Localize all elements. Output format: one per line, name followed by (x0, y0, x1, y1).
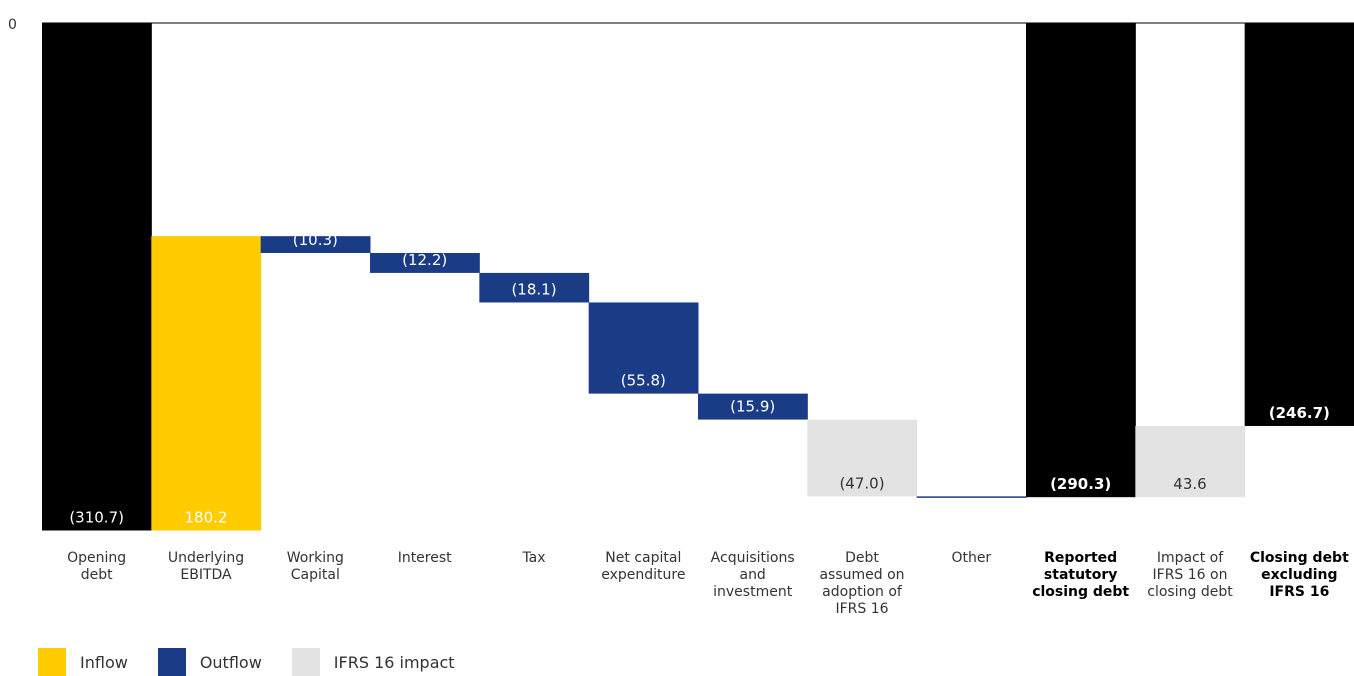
category-label: Opening (67, 550, 126, 566)
category-label: Tax (521, 550, 545, 566)
bar-4 (479, 272, 590, 303)
category-label: assumed on (819, 567, 904, 583)
bar-10 (1135, 425, 1246, 498)
category-label: IFRS 16 on (1153, 567, 1228, 583)
y-tick-label: 0 (8, 17, 17, 33)
bar-6 (698, 393, 808, 420)
category-label: adoption of (822, 584, 903, 600)
bar-9 (1026, 23, 1136, 498)
category-label: Capital (291, 567, 340, 583)
category-label: IFRS 16 (835, 601, 888, 617)
category-label: expenditure (601, 567, 685, 583)
category-label: Closing debt (1250, 550, 1349, 566)
bar-value-label-3: (12.2) (402, 251, 447, 269)
category-label: Underlying (168, 550, 244, 566)
bar-5 (588, 302, 699, 394)
category-label: Interest (398, 550, 452, 566)
legend-swatch-ifrs (291, 648, 320, 676)
bar-1 (151, 236, 262, 531)
bar-value-label-10: 43.6 (1173, 475, 1206, 493)
category-label: Other (951, 550, 991, 566)
bar-0 (42, 23, 152, 531)
bar-8 (916, 496, 1027, 498)
chart-legend: Inflow Outflow IFRS 16 impact (38, 648, 485, 676)
bar-value-label-1: 180.2 (185, 508, 228, 526)
category-label: IFRS 16 (1269, 584, 1329, 600)
category-label: Debt (845, 550, 879, 566)
category-label: statutory (1044, 567, 1117, 583)
legend-label-inflow: Inflow (80, 652, 128, 672)
bar-value-label-4: (18.1) (511, 280, 556, 298)
category-label: closing debt (1032, 584, 1129, 600)
bar-value-label-2: (10.3) (293, 231, 338, 249)
legend-label-ifrs: IFRS 16 impact (333, 652, 455, 672)
bar-value-label-5: (55.8) (621, 372, 666, 390)
legend-item-outflow: Outflow (157, 648, 262, 676)
waterfall-chart: 0 (310.7) 180.2 (10.3) (12.2) (18.1) (55.8) (15… (8, 17, 1354, 617)
bar-value-label-9: (290.3) (1050, 475, 1111, 493)
bar-value-label-11: (246.7) (1269, 404, 1330, 422)
bar-value-label-7: (47.0) (839, 474, 884, 492)
category-label: debt (81, 567, 113, 583)
legend-swatch-outflow (157, 648, 186, 676)
category-label: and (739, 567, 765, 583)
bar-3 (370, 252, 480, 273)
category-label: Impact of (1157, 550, 1224, 566)
legend-item-ifrs: IFRS 16 impact (291, 648, 455, 676)
category-label: Reported (1044, 550, 1117, 566)
category-label: investment (713, 584, 793, 600)
category-label: Working (287, 550, 344, 566)
legend-label-outflow: Outflow (199, 652, 262, 672)
bar-7 (807, 419, 918, 497)
category-label: excluding (1261, 567, 1337, 583)
bar-2 (260, 236, 371, 253)
legend-item-inflow: Inflow (38, 648, 128, 676)
category-label: closing debt (1147, 584, 1233, 600)
bar-value-label-0: (310.7) (69, 508, 124, 526)
category-label: EBITDA (180, 567, 232, 583)
category-label: Acquisitions (711, 550, 795, 566)
bar-value-label-6: (15.9) (730, 398, 775, 416)
category-label: Net capital (605, 550, 681, 566)
bar-11 (1244, 23, 1354, 426)
legend-swatch-inflow (38, 648, 66, 676)
